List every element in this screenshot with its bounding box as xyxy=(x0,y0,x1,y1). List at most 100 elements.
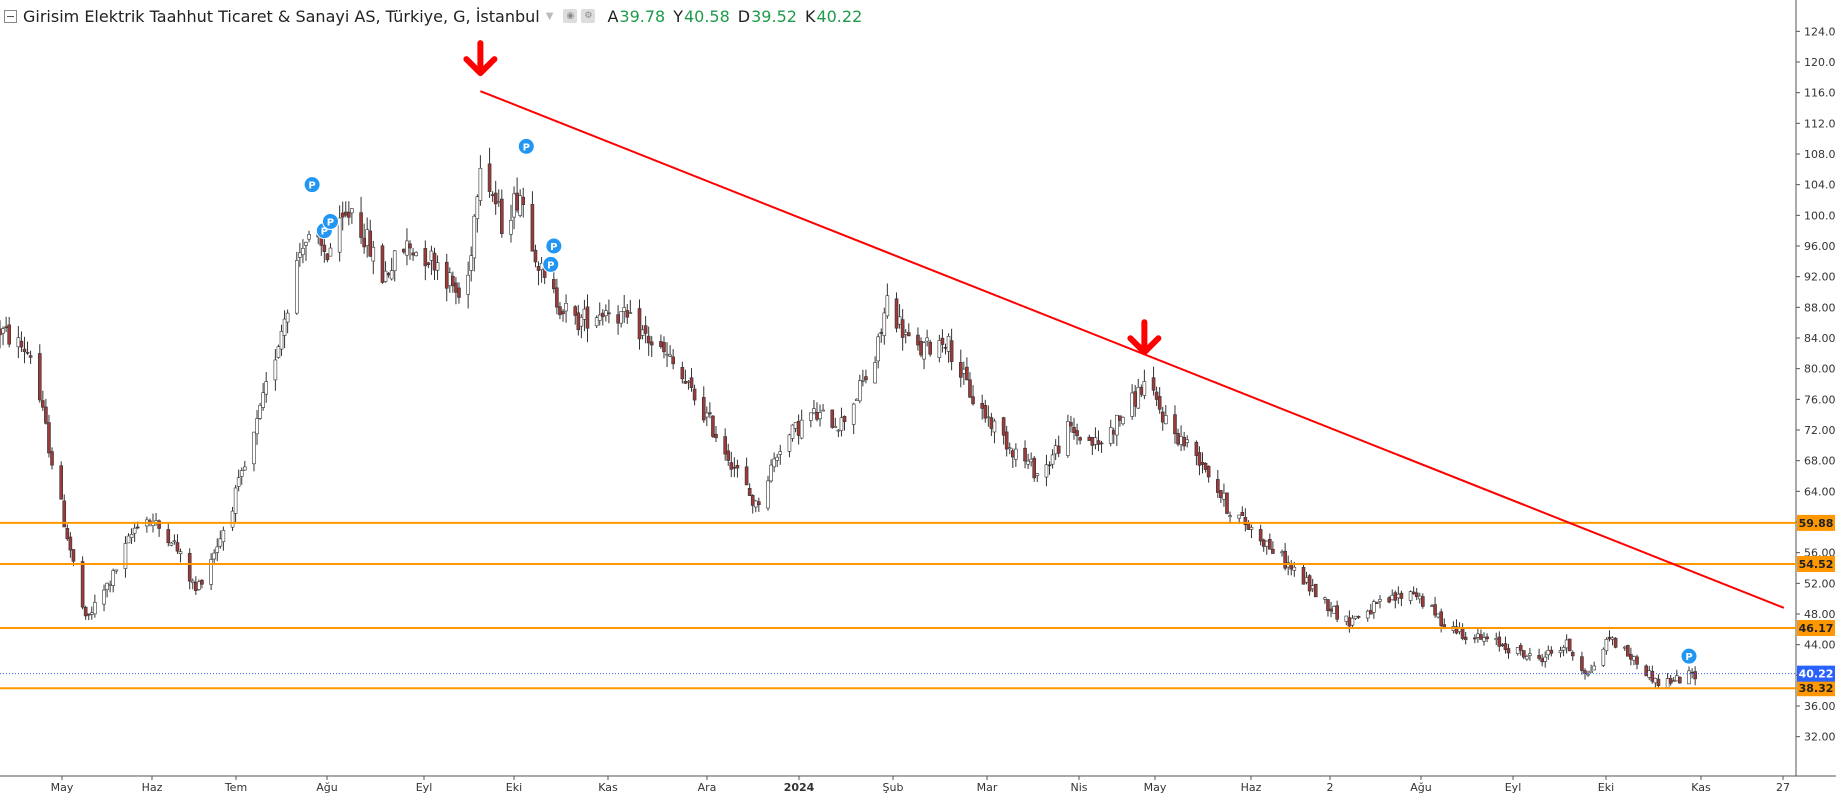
candle-down xyxy=(989,417,994,429)
candle-up xyxy=(903,331,908,335)
candle-down xyxy=(1503,643,1508,650)
chevron-down-icon[interactable]: ▼ xyxy=(545,10,554,22)
candle-up xyxy=(885,295,890,317)
candle-down xyxy=(22,348,27,352)
candle-down xyxy=(1656,678,1661,686)
candle-up xyxy=(236,477,241,487)
level-price-tag xyxy=(1797,620,1835,637)
candle-up xyxy=(962,368,966,374)
candle-down xyxy=(1356,616,1361,618)
candle-down xyxy=(1375,602,1379,604)
candle-up xyxy=(350,208,354,214)
candle-up xyxy=(1344,615,1349,622)
candle-up xyxy=(279,331,284,350)
candle-up xyxy=(212,552,216,560)
candle-up xyxy=(1280,551,1284,554)
candle-up xyxy=(1476,633,1480,638)
candle-down xyxy=(62,500,67,528)
candle-up xyxy=(787,434,792,452)
candle-down xyxy=(600,312,605,317)
candle-down xyxy=(747,488,752,496)
candle-up xyxy=(111,570,116,586)
candle-up xyxy=(1310,585,1315,590)
candle-up xyxy=(1417,595,1422,600)
candle-up xyxy=(564,303,568,312)
candle-up xyxy=(946,336,951,352)
candle-down xyxy=(1069,422,1073,427)
trendline xyxy=(480,90,1785,609)
candle-up xyxy=(1304,577,1309,583)
candle-down xyxy=(536,266,541,271)
candle-up xyxy=(1066,421,1070,456)
event-badge-label: P xyxy=(550,242,557,253)
candle-down xyxy=(815,411,819,420)
candle-up xyxy=(102,589,106,605)
candle-down xyxy=(662,342,666,353)
candle-up xyxy=(93,602,97,615)
candle-up xyxy=(1179,436,1183,445)
candle-up xyxy=(328,247,333,257)
candle-down xyxy=(1433,604,1437,616)
candle-up xyxy=(925,337,929,342)
candle-down xyxy=(1635,656,1639,665)
candle-down xyxy=(65,528,70,540)
candle-up xyxy=(16,337,21,348)
candle-down xyxy=(735,465,740,469)
event-badge-icon xyxy=(321,212,339,230)
candle-down xyxy=(900,319,905,338)
symbol-title[interactable]: Girisim Elektrik Taahhut Ticaret & Sanay… xyxy=(23,6,540,26)
candle-up xyxy=(686,381,691,383)
candle-down xyxy=(864,376,868,381)
candle-down xyxy=(490,194,495,196)
y-tick-label: 64.00 xyxy=(1804,485,1836,498)
event-badge-label: P xyxy=(1685,652,1692,663)
candle-down xyxy=(659,341,663,347)
candle-down xyxy=(732,466,737,469)
candle-down xyxy=(708,412,712,415)
settings-icon[interactable]: ⚙ xyxy=(581,9,596,23)
open-value: 39.78 xyxy=(619,6,666,26)
x-tick-label: Şub xyxy=(883,781,904,794)
y-tick-label: 32.00 xyxy=(1804,731,1836,744)
candle-up xyxy=(628,312,633,314)
candle-down xyxy=(493,192,498,205)
candle-up xyxy=(276,346,281,358)
candle-up xyxy=(178,551,183,554)
candle-up xyxy=(1546,650,1551,656)
candle-up xyxy=(665,353,669,356)
candle-up xyxy=(1353,615,1358,619)
candle-up xyxy=(392,250,397,272)
candle-down xyxy=(402,248,406,253)
candle-down xyxy=(971,396,975,405)
candle-down xyxy=(432,252,437,271)
candle-down xyxy=(1690,671,1694,674)
high-value: 40.58 xyxy=(683,6,730,26)
candle-up xyxy=(197,581,201,590)
collapse-icon[interactable] xyxy=(4,9,17,23)
y-tick-label: 104.00 xyxy=(1804,179,1836,192)
event-badge-icon xyxy=(303,176,321,194)
candle-down xyxy=(44,406,48,424)
candle-up xyxy=(1365,610,1370,619)
level-price-tag xyxy=(1797,680,1835,697)
candle-down xyxy=(1369,610,1373,615)
candle-up xyxy=(1053,445,1058,455)
candle-down xyxy=(607,312,611,315)
x-tick-label: Eki xyxy=(1598,781,1614,794)
event-badge-label: P xyxy=(547,260,554,271)
candle-down xyxy=(19,340,24,348)
candle-down xyxy=(86,613,91,616)
candle-up xyxy=(172,540,177,543)
y-tick-label: 80.00 xyxy=(1804,363,1836,376)
candle-down xyxy=(343,211,348,216)
candle-down xyxy=(423,248,428,267)
low-value: 39.52 xyxy=(751,6,797,26)
candle-up xyxy=(255,418,259,435)
candle-up xyxy=(1350,617,1355,626)
candle-up xyxy=(218,538,223,547)
candle-down xyxy=(1268,538,1272,550)
candle-up xyxy=(640,329,645,336)
candle-up xyxy=(1601,648,1606,666)
eye-icon[interactable]: ◉ xyxy=(563,9,578,23)
